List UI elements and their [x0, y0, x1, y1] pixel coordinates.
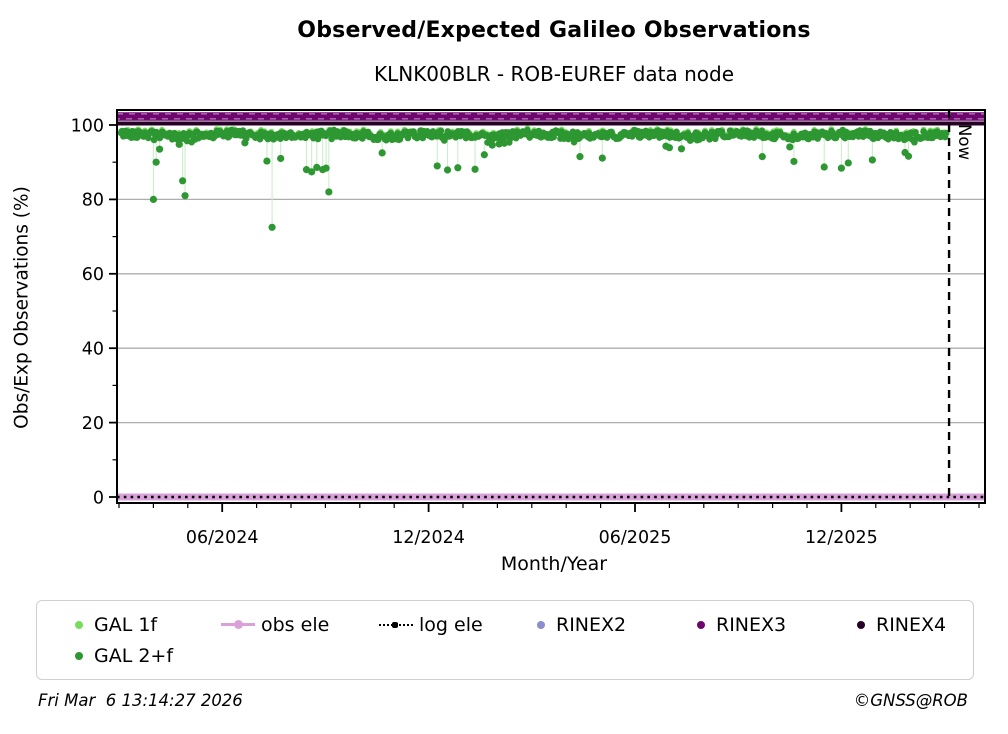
y-tick-label: 100 [71, 116, 104, 136]
rinex4-dot-icon [857, 620, 865, 629]
copyright-text: ©GNSS@ROB [853, 691, 968, 710]
legend-item-gal-2f: GAL 2+f [75, 645, 221, 667]
legend-item-obs-ele: obs ele [221, 614, 379, 636]
legend-label: obs ele [261, 613, 330, 636]
legend-label: GAL 2+f [94, 644, 174, 667]
y-tick-label: 40 [82, 340, 104, 360]
x-tick-label: 12/2024 [392, 528, 465, 548]
rinex2-dot-icon [537, 620, 545, 629]
page-title: Observed/Expected Galileo Observations [297, 18, 811, 43]
x-tick-label: 06/2024 [186, 528, 259, 548]
plot-timestamp: Fri Mar 6 13:14:27 2026 [38, 691, 243, 710]
observations-scatter-chart: 06/2024 12/2024 06/2025 12/2025 0 20 40 60 80 100 [71, 109, 986, 548]
legend-label: GAL 1f [94, 613, 158, 636]
x-tick-label: 12/2025 [805, 528, 878, 548]
rinex3-dot-icon [697, 620, 705, 629]
legend-label: log ele [419, 613, 483, 636]
legend-item-rinex3: RINEX3 [697, 614, 857, 636]
chart-legend: GAL 1f obs ele log ele RINEX2 RINEX3 RIN… [36, 600, 974, 680]
legend-item-log-ele: log ele [379, 614, 537, 636]
log-ele-dotted-line-icon [379, 621, 413, 628]
legend-label: RINEX2 [556, 613, 627, 636]
legend-label: RINEX3 [716, 613, 787, 636]
y-tick-label: 0 [93, 488, 104, 508]
x-tick-label: 06/2025 [599, 528, 672, 548]
gal-1f-dot-icon [75, 620, 83, 629]
page-subtitle: KLNK00BLR - ROB-EUREF data node [373, 62, 735, 86]
legend-item-rinex4: RINEX4 [857, 614, 973, 636]
legend-label: RINEX4 [876, 613, 947, 636]
legend-item-rinex2: RINEX2 [537, 614, 697, 636]
now-line-label: Now [955, 124, 974, 160]
y-tick-label: 80 [82, 191, 104, 211]
gal-2f-dot-icon [75, 651, 83, 660]
y-tick-label: 20 [82, 414, 104, 434]
x-axis-label: Month/Year [500, 553, 608, 575]
legend-item-gal-1f: GAL 1f [75, 614, 221, 636]
y-tick-label: 60 [82, 265, 104, 285]
obs-ele-line-icon [221, 620, 255, 629]
